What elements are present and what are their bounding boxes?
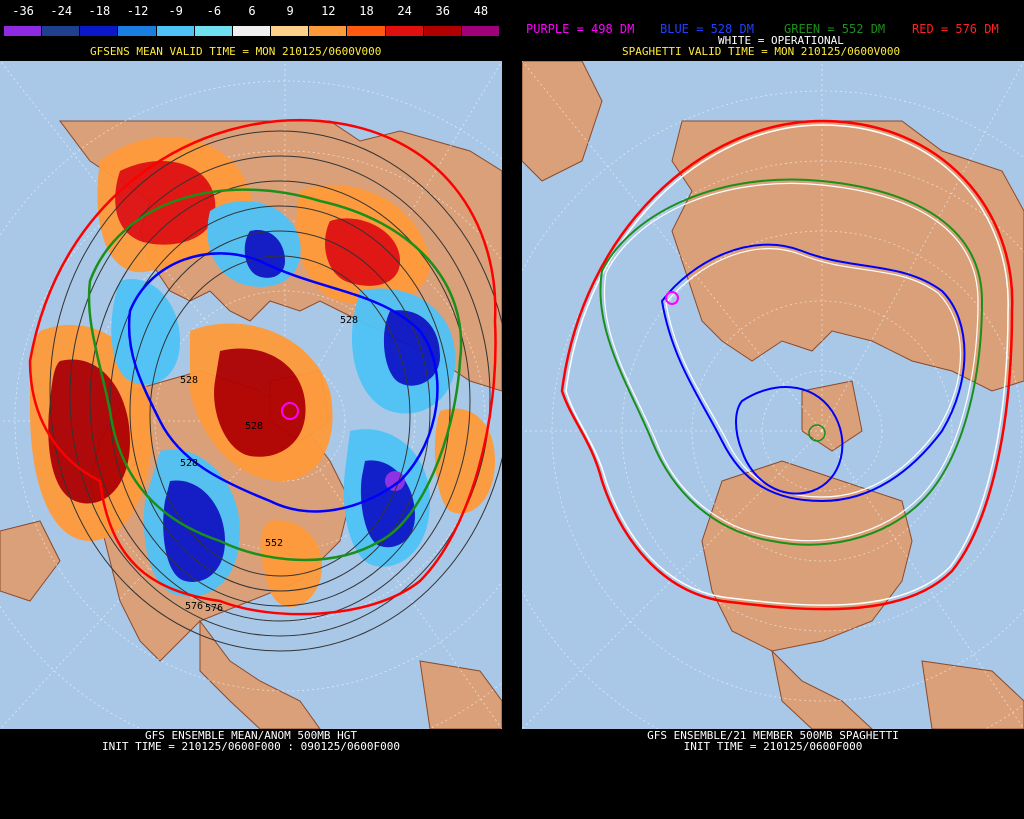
- legend-swatch: [118, 26, 157, 36]
- legend-label: 24: [397, 4, 412, 18]
- legend-label: -9: [168, 4, 183, 18]
- spaghetti-panel: PURPLE = 498 DM BLUE = 528 DM GREEN = 55…: [522, 0, 1024, 819]
- contour-528: [127, 252, 439, 513]
- legend-swatch: [232, 26, 272, 36]
- legend-swatch: [42, 26, 81, 36]
- central-america-land: [771, 649, 873, 729]
- landmasses: [522, 61, 1024, 729]
- mean-valid-time: GFSENS MEAN VALID TIME = MON 210125/0600…: [90, 45, 382, 58]
- legend-label: -18: [88, 4, 111, 18]
- spaghetti-552-green: [599, 178, 984, 546]
- legend-label: -12: [126, 4, 149, 18]
- contour-label: 528: [180, 375, 198, 386]
- contour-label: 576: [205, 603, 223, 614]
- africa-land: [522, 61, 603, 182]
- spaghetti-valid-time: SPAGHETTI VALID TIME = MON 210125/0600V0…: [622, 45, 901, 58]
- mean-footer-title: GFS ENSEMBLE MEAN/ANOM 500MB HGT: [145, 729, 357, 742]
- positive-anomaly-southwest: [260, 520, 322, 608]
- legend-label: 12: [321, 4, 336, 18]
- legend-red: RED = 576 DM: [912, 22, 999, 36]
- spaghetti-528-blue-inner: [735, 386, 844, 495]
- legend-label: 9: [286, 4, 294, 18]
- legend-swatch: [423, 26, 462, 36]
- legend-label: -6: [206, 4, 222, 18]
- legend-swatch: [309, 26, 348, 36]
- spaghetti-552-green-small: [808, 424, 826, 442]
- spaghetti-552-white: [603, 182, 979, 542]
- anomaly-legend: -36 -24 -18 -12 -9 -6 6 9 12 18 24 36 48: [4, 4, 501, 36]
- contour-576: [28, 118, 497, 616]
- legend-label: 18: [359, 4, 374, 18]
- contour-label: 528: [340, 315, 358, 326]
- legend-colorbar: [4, 26, 501, 36]
- spaghetti-498-purple: [665, 291, 679, 305]
- contour-labels: 528 528 528 528 576 552 576: [180, 315, 358, 614]
- spaghetti-576-red: [560, 119, 1014, 611]
- legend-swatch: [4, 26, 43, 36]
- central-america-land: [199, 619, 321, 729]
- legend-label: 48: [473, 4, 489, 18]
- spaghetti-576-white: [565, 124, 1009, 606]
- legend-swatch: [80, 26, 119, 36]
- legend-label: -36: [12, 4, 34, 18]
- contour-label: 528: [245, 421, 263, 432]
- south-america-land: [921, 660, 1024, 729]
- legend-labels: -36 -24 -18 -12 -9 -6 6 9 12 18 24 36 48: [4, 4, 500, 20]
- height-contours: [49, 130, 502, 652]
- spaghetti-footer-init: INIT TIME = 210125/0600F000: [683, 740, 863, 753]
- spaghetti-528-white: [665, 248, 961, 498]
- spaghetti-map: [522, 61, 1024, 729]
- contour-label: 528: [180, 458, 198, 469]
- legend-purple: PURPLE = 498 DM: [526, 22, 635, 36]
- spaghetti-footer-title: GFS ENSEMBLE/21 MEMBER 500MB SPAGHETTI: [647, 729, 899, 742]
- legend-swatch: [271, 26, 310, 36]
- africa-land: [0, 520, 61, 602]
- ensemble-mean-panel: -36 -24 -18 -12 -9 -6 6 9 12 18 24 36 48 GFSENS MEAN…: [0, 0, 502, 819]
- contour-label: 552: [265, 538, 283, 549]
- legend-swatch: [194, 26, 233, 36]
- south-america-land: [419, 660, 502, 729]
- positive-anomaly-pacific: [434, 408, 495, 514]
- contour-label: 576: [185, 601, 203, 612]
- legend-label: 36: [435, 4, 450, 18]
- greenland-land: [801, 380, 863, 452]
- mean-footer-init: INIT TIME = 210125/0600F000 : 090125/060…: [101, 740, 400, 753]
- legend-swatch: [156, 26, 195, 36]
- legend-swatch: [461, 26, 501, 36]
- ensemble-mean-map: 528 528 528 528 576 552 576: [0, 61, 502, 729]
- legend-blue: BLUE = 528 DM: [660, 22, 754, 36]
- legend-label: 6: [248, 4, 256, 18]
- legend-swatch: [385, 26, 424, 36]
- contour-552: [87, 188, 463, 562]
- legend-label: -24: [50, 4, 73, 18]
- spaghetti-528-blue: [660, 243, 966, 503]
- legend-green: GREEN = 552 DM: [784, 22, 886, 36]
- anomaly-shading: [30, 137, 495, 608]
- contour-498: [281, 402, 299, 420]
- legend-swatch: [347, 26, 386, 36]
- legend-white: WHITE = OPERATIONAL: [718, 34, 844, 47]
